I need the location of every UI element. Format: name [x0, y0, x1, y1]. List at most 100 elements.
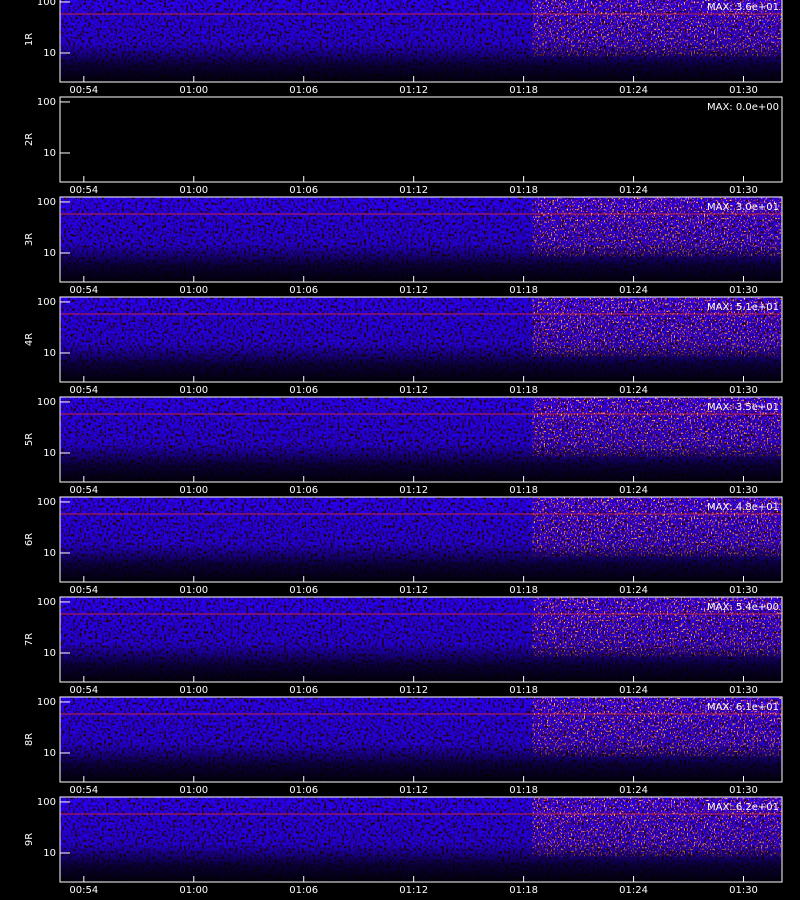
y-axis-label: 4R	[24, 333, 35, 346]
shade	[60, 397, 782, 482]
x-tick-label: 01:18	[509, 485, 538, 496]
y-axis-label: 2R	[24, 133, 35, 146]
plot-frame	[59, 396, 783, 483]
x-tick-label: 00:54	[69, 685, 98, 696]
x-tick-label: 00:54	[69, 885, 98, 896]
x-tick-label: 01:00	[179, 885, 208, 896]
panel: 10 100 00:54 01:00 01:06 01:12 01:18 01:24 01:30…	[24, 596, 783, 696]
x-tick-label: 00:54	[69, 585, 98, 596]
annotation: MAX: 4.8e+01	[707, 502, 779, 513]
x-tick-label: 01:30	[729, 185, 758, 196]
x-tick-label: 01:12	[399, 585, 428, 596]
y-axis-label: 1R	[24, 33, 35, 46]
y-tick-label: 10	[43, 448, 56, 459]
x-tick-label: 01:18	[509, 185, 538, 196]
x-tick-label: 01:00	[179, 185, 208, 196]
y-axis-label: 3R	[24, 233, 35, 246]
x-tick-label: 01:30	[729, 685, 758, 696]
x-tick-label: 01:06	[289, 785, 318, 796]
plot-frame	[59, 96, 783, 183]
annotation: MAX: 3.6e+01	[707, 2, 779, 13]
panel: 10 100 00:54 01:00 01:06 01:12 01:18 01:24 01:30…	[24, 796, 783, 896]
plot-area	[60, 97, 782, 182]
x-tick-label: 01:18	[509, 85, 538, 96]
annotation: MAX: 3.0e+01	[707, 202, 779, 213]
annotation: MAX: 6.1e+01	[707, 702, 779, 713]
x-tick-label: 01:00	[179, 585, 208, 596]
x-tick-label: 01:00	[179, 385, 208, 396]
panel: 10 100 00:54 01:00 01:06 01:12 01:18 01:24 01:30…	[24, 296, 783, 396]
shade	[60, 697, 782, 782]
x-tick-label: 01:30	[729, 585, 758, 596]
panel: 10 100 00:54 01:00 01:06 01:12 01:18 01:24 01:30…	[24, 96, 783, 196]
x-tick-label: 01:06	[289, 485, 318, 496]
y-tick-label: 10	[43, 48, 56, 59]
y-tick-label: 100	[37, 497, 56, 508]
x-tick-label: 01:24	[619, 85, 648, 96]
x-tick-label: 01:12	[399, 685, 428, 696]
panel: 10 100 00:54 01:00 01:06 01:12 01:18 01:24 01:30…	[24, 396, 783, 496]
y-tick-label: 10	[43, 348, 56, 359]
x-tick-label: 01:30	[729, 285, 758, 296]
x-tick-label: 01:30	[729, 785, 758, 796]
y-tick-label: 100	[37, 397, 56, 408]
shade	[60, 197, 782, 282]
x-tick-label: 01:06	[289, 185, 318, 196]
annotation: MAX: 0.0e+00	[707, 102, 779, 113]
x-tick-label: 01:24	[619, 885, 648, 896]
x-tick-label: 01:24	[619, 785, 648, 796]
plot-frame	[59, 496, 783, 583]
x-tick-label: 01:00	[179, 685, 208, 696]
x-tick-label: 01:00	[179, 785, 208, 796]
y-tick-label: 100	[37, 97, 56, 108]
shade	[60, 797, 782, 882]
plot-frame	[59, 796, 783, 883]
x-tick-label: 01:06	[289, 685, 318, 696]
x-tick-label: 01:18	[509, 585, 538, 596]
y-tick-label: 10	[43, 848, 56, 859]
y-tick-label: 10	[43, 748, 56, 759]
x-tick-label: 00:54	[69, 485, 98, 496]
x-tick-label: 01:24	[619, 485, 648, 496]
panel: 10 100 00:54 01:00 01:06 01:12 01:18 01:24 01:30…	[24, 0, 783, 96]
y-tick-label: 10	[43, 548, 56, 559]
y-axis-label: 9R	[24, 833, 35, 846]
x-tick-label: 01:18	[509, 685, 538, 696]
x-tick-label: 01:18	[509, 285, 538, 296]
x-tick-label: 01:30	[729, 885, 758, 896]
x-tick-label: 00:54	[69, 285, 98, 296]
x-tick-label: 00:54	[69, 85, 98, 96]
x-tick-label: 01:12	[399, 485, 428, 496]
plot-frame	[59, 596, 783, 683]
x-tick-label: 01:12	[399, 385, 428, 396]
annotation: MAX: 6.2e+01	[707, 802, 779, 813]
panel: 10 100 00:54 01:00 01:06 01:12 01:18 01:24 01:30…	[24, 196, 783, 296]
shade	[60, 0, 782, 82]
x-tick-label: 01:12	[399, 185, 428, 196]
y-tick-label: 100	[37, 597, 56, 608]
x-tick-label: 01:12	[399, 85, 428, 96]
x-tick-label: 01:30	[729, 85, 758, 96]
y-tick-label: 100	[37, 0, 56, 8]
x-tick-label: 01:06	[289, 885, 318, 896]
x-tick-label: 01:06	[289, 285, 318, 296]
panel: 10 100 00:54 01:00 01:06 01:12 01:18 01:24 01:30…	[24, 696, 783, 796]
x-tick-label: 01:06	[289, 385, 318, 396]
annotation: MAX: 5.1e+01	[707, 302, 779, 313]
x-tick-label: 01:30	[729, 385, 758, 396]
x-tick-label: 00:54	[69, 785, 98, 796]
x-tick-label: 01:24	[619, 585, 648, 596]
plot-frame	[59, 0, 783, 83]
x-tick-label: 01:00	[179, 485, 208, 496]
y-tick-label: 10	[43, 248, 56, 259]
y-tick-label: 100	[37, 197, 56, 208]
annotation: MAX: 3.5e+01	[707, 402, 779, 413]
y-tick-label: 100	[37, 797, 56, 808]
y-tick-label: 10	[43, 648, 56, 659]
x-tick-label: 01:12	[399, 885, 428, 896]
x-tick-label: 01:24	[619, 685, 648, 696]
x-tick-label: 01:18	[509, 385, 538, 396]
shade	[60, 597, 782, 682]
x-tick-label: 01:18	[509, 885, 538, 896]
